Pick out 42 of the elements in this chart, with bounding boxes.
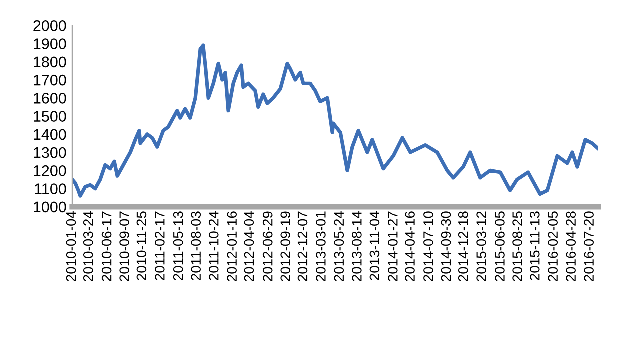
- line-series: [72, 44, 598, 198]
- y-tick-label: 2000: [34, 20, 66, 32]
- x-tick-label: 2012-09-19: [280, 212, 291, 282]
- x-tick-label: 2013-08-14: [352, 211, 362, 282]
- x-tick-label: 2015-03-12: [476, 212, 486, 282]
- y-tick-label: 1200: [34, 166, 66, 176]
- x-tick-label: 2015-06-05: [495, 212, 505, 282]
- y-tick-label: 1100: [35, 184, 66, 194]
- x-tick-label: 2014-04-16: [405, 212, 415, 282]
- x-tick-label: 2016-04-28: [566, 212, 576, 282]
- x-tick-label: 2016-07-20: [584, 212, 594, 282]
- x-tick-label: 2014-12-18: [458, 212, 468, 282]
- x-tick-label: 2010-11-25: [136, 212, 147, 280]
- x-tick-label: 2016-02-05: [548, 212, 558, 282]
- x-tick-label: 2010-09-07: [120, 212, 130, 282]
- x-tick-label: 2010-06-17: [102, 212, 112, 282]
- x-tick-label: 2015-11-13: [530, 212, 540, 280]
- x-tick-label: 2014-07-10: [424, 212, 434, 282]
- x-tick-label: 2012-06-29: [262, 212, 273, 282]
- y-tick-label: 1500: [34, 111, 66, 122]
- x-tick-label: 2015-08-25: [512, 212, 522, 282]
- x-tick-label: 2010-03-24: [83, 211, 94, 282]
- x-tick-label: 2011-08-03: [191, 212, 202, 280]
- x-tick-label: 2014-01-27: [388, 212, 398, 282]
- y-tick-label: 1600: [34, 93, 66, 104]
- x-tick-label: 2013-03-01: [316, 212, 326, 282]
- y-tick-label: 1900: [34, 38, 66, 50]
- x-tick-label: 2014-09-30: [441, 212, 452, 282]
- y-tick-label: 1000: [34, 202, 66, 213]
- x-tick-label: 2013-05-24: [334, 211, 344, 282]
- y-tick-label: 1700: [34, 74, 66, 86]
- y-tick-label: 1300: [34, 147, 66, 158]
- x-tick-label: 2012-12-07: [298, 212, 308, 282]
- x-tick-label: 2011-02-17: [154, 212, 165, 280]
- x-tick-label: 2011-10-24: [208, 211, 219, 280]
- x-tick-label: 2012-01-16: [227, 212, 238, 282]
- x-tick-label: 2012-04-04: [244, 211, 254, 282]
- x-tick-label: 2013-11-04: [370, 211, 380, 280]
- x-tick-label: 2010-01-04: [66, 211, 76, 282]
- y-tick-label: 1400: [34, 129, 66, 140]
- x-tick-label: 2011-05-13: [173, 212, 184, 280]
- y-tick-label: 1800: [34, 56, 66, 68]
